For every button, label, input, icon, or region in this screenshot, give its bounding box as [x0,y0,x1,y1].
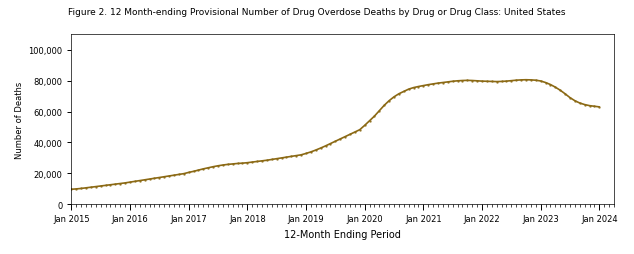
X-axis label: 12-Month Ending Period: 12-Month Ending Period [284,229,401,239]
Y-axis label: Number of Deaths: Number of Deaths [15,81,24,158]
Text: Figure 2. 12 Month-ending Provisional Number of Drug Overdose Deaths by Drug or : Figure 2. 12 Month-ending Provisional Nu… [68,8,566,17]
